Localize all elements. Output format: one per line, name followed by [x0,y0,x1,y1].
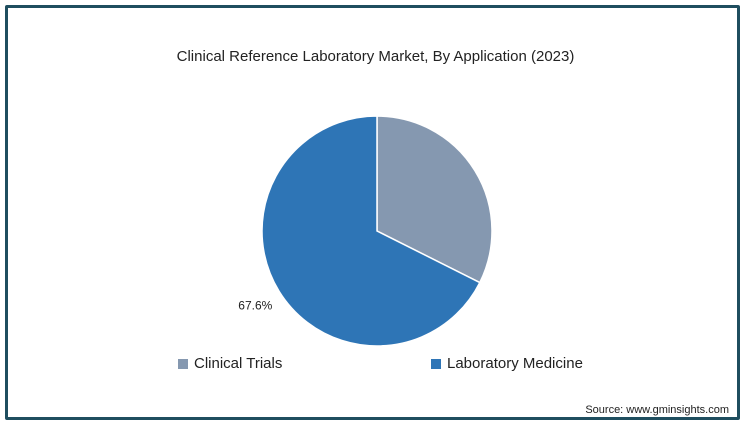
data-label-laboratory-medicine: 67.6% [238,298,272,312]
source-note: Source: www.gminsights.com [585,404,729,416]
legend-swatch-laboratory-medicine [431,358,441,369]
legend-item-clinical-trials: Clinical Trials [178,355,282,372]
legend-label-laboratory-medicine: Laboratory Medicine [447,355,583,372]
chart-title: Clinical Reference Laboratory Market, By… [176,48,575,65]
pie-slice-laboratory-medicine [261,115,481,347]
legend-swatch-clinical-trials [178,358,188,369]
legend-label-clinical-trials: Clinical Trials [194,355,283,372]
pie-slice-clinical-trials [376,115,493,284]
legend-item-laboratory-medicine: Laboratory Medicine [431,355,583,372]
chart-legend: Clinical Trials Laboratory Medicine [0,355,751,375]
